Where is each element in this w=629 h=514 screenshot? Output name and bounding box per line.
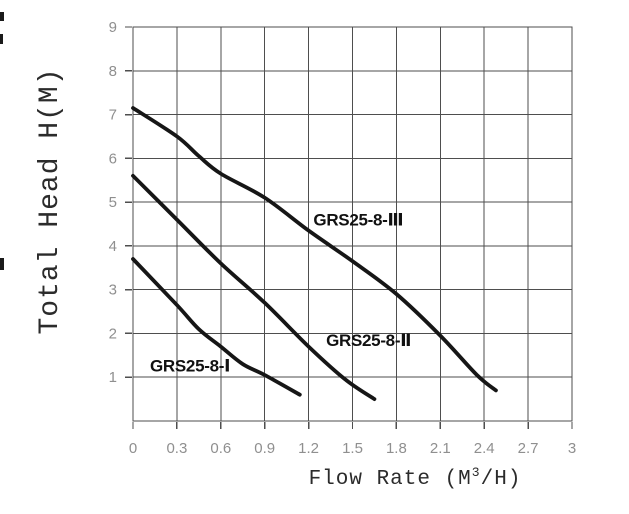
y-tick-label: 2 xyxy=(109,325,117,342)
tick-labels: 0 0.3 0.6 0.9 1.2 1.5 1.8 2.1 2.4 2.7 3 1 2 3 4 5 6 7 8 9 xyxy=(109,19,577,457)
x-tick-label: 0 xyxy=(129,440,137,457)
x-axis-title-superscript: 3 xyxy=(471,465,481,480)
series-label-GRS25-8-Ⅰ: GRS25-8-Ⅰ xyxy=(150,356,230,375)
x-tick-label: 2.7 xyxy=(518,440,539,457)
series-label-GRS25-8-Ⅲ: GRS25-8-Ⅲ xyxy=(313,211,403,230)
x-tick-label: 0.3 xyxy=(166,440,187,457)
grid-lines xyxy=(132,26,573,422)
plot-border xyxy=(132,26,573,422)
x-axis-title: Flow Rate (M3/H) xyxy=(215,465,615,499)
y-tick-label: 3 xyxy=(109,282,117,299)
y-tick-label: 5 xyxy=(109,194,117,211)
curves xyxy=(131,106,498,401)
x-tick-label: 1.2 xyxy=(298,440,319,457)
x-tick-label: 2.4 xyxy=(474,440,495,457)
curve-GRS25-8-Ⅱ xyxy=(131,173,377,401)
curve-GRS25-8-Ⅲ xyxy=(131,106,498,393)
x-tick-label: 1.5 xyxy=(342,440,363,457)
x-tick-label: 2.1 xyxy=(430,440,451,457)
scan-artifact xyxy=(0,12,4,21)
y-tick-label: 9 xyxy=(109,19,117,36)
series-labels: GRS25-8-Ⅲ GRS25-8-Ⅱ GRS25-8-Ⅰ xyxy=(150,211,411,376)
x-tick-label: 3 xyxy=(568,440,576,457)
y-axis-title: Total Head H(M) xyxy=(35,67,66,335)
y-tick-label: 6 xyxy=(109,150,117,167)
x-tick-label: 0.9 xyxy=(254,440,275,457)
scan-artifact xyxy=(0,34,3,44)
curve-GRS25-8-Ⅰ xyxy=(131,257,302,397)
tick-marks xyxy=(125,26,573,429)
scan-artifact xyxy=(0,258,4,270)
y-tick-label: 8 xyxy=(109,63,117,80)
y-tick-label: 7 xyxy=(109,107,117,124)
y-tick-label: 1 xyxy=(109,369,117,386)
x-tick-label: 0.6 xyxy=(210,440,231,457)
x-tick-label: 1.8 xyxy=(386,440,407,457)
x-axis-title-suffix: /H) xyxy=(480,468,522,491)
series-label-GRS25-8-Ⅱ: GRS25-8-Ⅱ xyxy=(326,331,411,350)
x-axis-title-text: Flow Rate (M xyxy=(308,468,472,491)
y-tick-label: 4 xyxy=(109,238,117,255)
